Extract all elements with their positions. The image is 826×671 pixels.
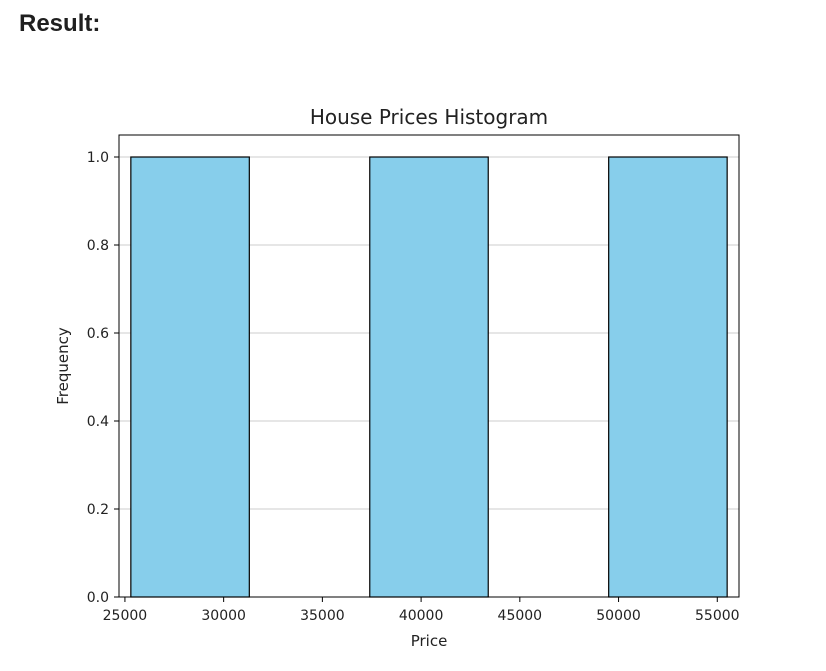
x-axis-ticks: 25000 30000 35000 40000 45000 50000 55000 [103,597,740,624]
y-tick-label: 0.4 [87,414,109,430]
y-tick-label: 0.0 [87,590,109,606]
y-axis-ticks: 0.0 0.2 0.4 0.6 0.8 1.0 [87,150,119,606]
result-heading: Result: [19,10,101,37]
y-tick-label: 1.0 [87,150,109,166]
x-tick-label: 55000 [695,608,740,624]
x-tick-label: 40000 [399,608,444,624]
chart-title: House Prices Histogram [310,105,548,129]
y-tick-label: 0.8 [87,238,109,254]
x-tick-label: 35000 [300,608,345,624]
histogram-bar [130,156,250,598]
x-tick-label: 30000 [201,608,246,624]
plot-frame [118,134,740,598]
x-axis-label: Price [411,632,448,650]
x-tick-label: 45000 [498,608,543,624]
y-tick-label: 0.6 [87,326,109,342]
y-tick-label: 0.2 [87,502,109,518]
x-tick-label: 50000 [596,608,641,624]
histogram-bar [369,156,489,598]
y-axis-label: Frequency [54,327,72,405]
histogram-bars [130,156,728,598]
histogram-bar [608,156,728,598]
x-tick-label: 25000 [103,608,148,624]
